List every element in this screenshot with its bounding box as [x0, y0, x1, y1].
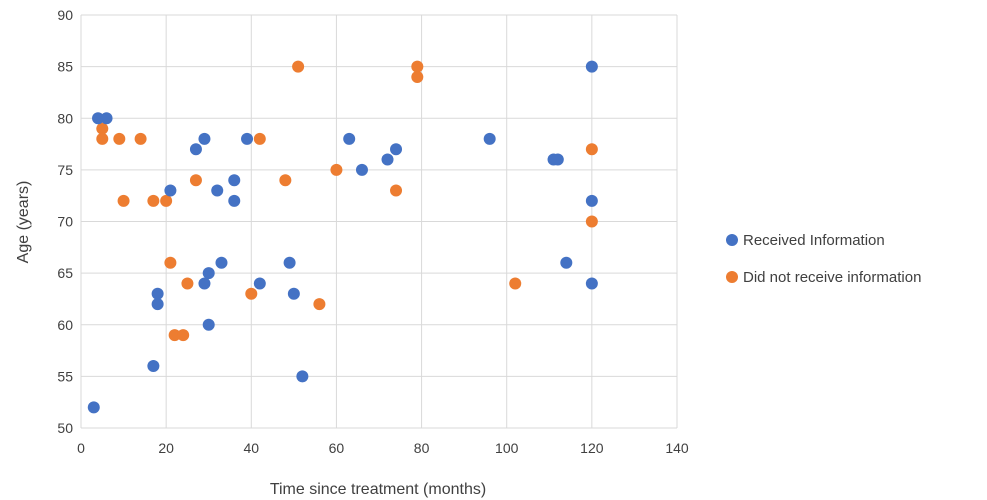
data-point-received	[147, 360, 160, 373]
data-point-not-received	[177, 329, 190, 342]
legend-item-not-received: Did not receive information	[726, 269, 921, 286]
y-tick-label: 75	[57, 162, 73, 178]
y-tick-label: 90	[57, 7, 73, 23]
x-tick-label: 20	[158, 440, 174, 456]
data-point-not-received	[134, 132, 147, 145]
data-point-received	[296, 370, 309, 383]
data-point-received	[202, 318, 215, 331]
legend-item-received: Received Information	[726, 232, 885, 249]
data-point-received	[343, 132, 356, 145]
data-point-received	[189, 143, 202, 156]
data-point-received	[92, 112, 105, 125]
x-tick-label: 140	[665, 440, 689, 456]
data-point-not-received	[313, 298, 326, 311]
data-point-not-received	[585, 143, 598, 156]
y-tick-label: 55	[57, 368, 73, 384]
data-point-not-received	[160, 194, 173, 207]
data-point-received	[228, 174, 241, 187]
data-point-not-received	[96, 122, 109, 135]
data-point-not-received	[390, 184, 403, 197]
data-point-not-received	[181, 277, 194, 290]
data-point-received	[585, 277, 598, 290]
data-point-received	[585, 60, 598, 73]
data-point-not-received	[509, 277, 522, 290]
data-point-received	[390, 143, 403, 156]
data-point-received	[164, 184, 177, 197]
data-points	[87, 60, 598, 414]
data-point-received	[381, 153, 394, 166]
data-point-not-received	[189, 174, 202, 187]
data-point-not-received	[585, 215, 598, 228]
data-point-received	[215, 256, 228, 269]
x-tick-label: 0	[77, 440, 85, 456]
data-point-not-received	[279, 174, 292, 187]
data-point-not-received	[411, 70, 424, 83]
data-point-not-received	[168, 329, 181, 342]
x-tick-label: 100	[495, 440, 519, 456]
legend-label-received: Received Information	[743, 232, 885, 249]
data-point-received	[202, 267, 215, 280]
legend: Received Information Did not receive inf…	[726, 232, 921, 286]
data-point-received	[151, 298, 164, 311]
data-point-received	[87, 401, 100, 414]
data-point-received	[585, 194, 598, 207]
data-point-received	[551, 153, 564, 166]
y-tick-label: 70	[57, 214, 73, 230]
data-point-received	[483, 132, 496, 145]
data-point-not-received	[164, 256, 177, 269]
x-tick-label: 80	[414, 440, 430, 456]
data-point-not-received	[96, 132, 109, 145]
data-point-received	[253, 277, 266, 290]
x-axis-title: Time since treatment (months)	[270, 481, 486, 498]
data-point-received	[228, 194, 241, 207]
y-axis-title: Age (years)	[15, 181, 32, 264]
y-tick-label: 60	[57, 317, 73, 333]
x-tick-label: 60	[329, 440, 345, 456]
data-point-received	[100, 112, 113, 125]
data-point-not-received	[292, 60, 305, 73]
y-tick-label: 50	[57, 420, 73, 436]
gridlines	[80, 14, 678, 429]
data-point-not-received	[411, 60, 424, 73]
legend-marker-not-received	[726, 271, 738, 283]
data-point-not-received	[147, 194, 160, 207]
data-point-received	[198, 132, 211, 145]
data-point-not-received	[245, 287, 258, 300]
data-point-received	[287, 287, 300, 300]
x-tick-label: 40	[243, 440, 259, 456]
data-point-received	[560, 256, 573, 269]
data-point-received	[211, 184, 224, 197]
legend-marker-received	[726, 234, 738, 246]
data-point-not-received	[330, 163, 343, 176]
data-point-received	[355, 163, 368, 176]
legend-label-not-received: Did not receive information	[743, 269, 921, 286]
y-tick-label: 65	[57, 265, 73, 281]
data-point-not-received	[253, 132, 266, 145]
data-point-not-received	[113, 132, 126, 145]
data-point-received	[241, 132, 254, 145]
tick-labels: 50 55 60 65 70 75 80 85 90 0 20 40 60 80 100 120 140	[57, 7, 688, 456]
data-point-received	[283, 256, 296, 269]
data-point-not-received	[117, 194, 130, 207]
y-tick-label: 80	[57, 110, 73, 126]
y-tick-label: 85	[57, 59, 73, 75]
data-point-received	[151, 287, 164, 300]
data-point-received	[198, 277, 211, 290]
x-tick-label: 120	[580, 440, 604, 456]
